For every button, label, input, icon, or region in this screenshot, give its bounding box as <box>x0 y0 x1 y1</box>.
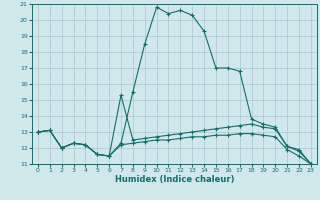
X-axis label: Humidex (Indice chaleur): Humidex (Indice chaleur) <box>115 175 234 184</box>
